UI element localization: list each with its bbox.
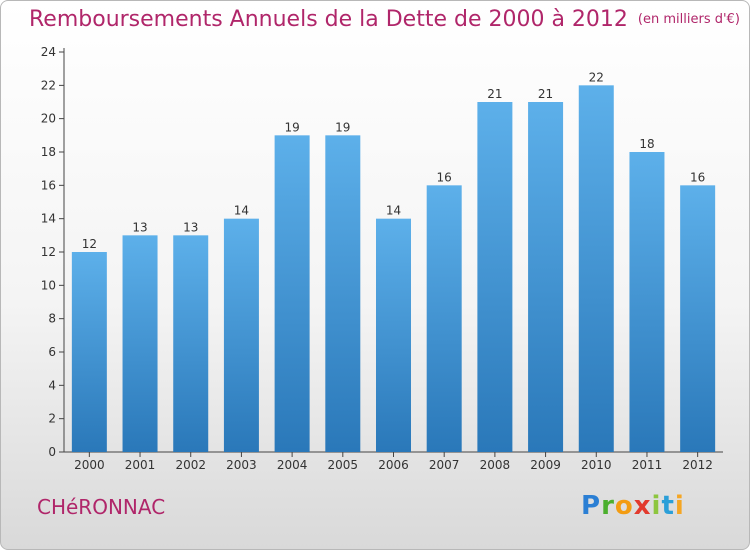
- data-label: 19: [335, 120, 350, 134]
- data-label: 19: [284, 120, 299, 134]
- data-label: 22: [589, 70, 604, 84]
- y-tick-label: 6: [48, 345, 56, 359]
- y-tick-label: 18: [41, 145, 56, 159]
- y-tick-label: 20: [41, 112, 56, 126]
- bar: [680, 185, 716, 453]
- town-name: CHéRONNAC: [37, 495, 166, 519]
- chart-unit: (en milliers d'€): [637, 12, 740, 27]
- proxiti-logo: Proxiti: [581, 491, 685, 521]
- bar: [578, 85, 614, 452]
- bar: [173, 235, 209, 452]
- x-tick-label: 2003: [226, 458, 257, 472]
- x-tick-label: 2011: [632, 458, 663, 472]
- bar: [223, 218, 259, 452]
- y-tick-label: 16: [41, 178, 56, 192]
- bar: [629, 152, 665, 452]
- bar: [528, 102, 564, 452]
- x-tick-label: 2006: [378, 458, 409, 472]
- x-tick-label: 2002: [175, 458, 206, 472]
- data-label: 14: [234, 204, 249, 218]
- data-label: 21: [538, 87, 553, 101]
- data-label: 21: [487, 87, 502, 101]
- data-label: 16: [690, 170, 705, 184]
- y-tick-label: 22: [41, 78, 56, 92]
- bar: [426, 185, 462, 453]
- x-tick-label: 2005: [328, 458, 359, 472]
- data-label: 18: [639, 137, 654, 151]
- x-tick-label: 2008: [480, 458, 511, 472]
- x-tick-label: 2012: [682, 458, 713, 472]
- bar: [325, 135, 361, 453]
- bar: [122, 235, 158, 452]
- y-tick-label: 14: [41, 212, 56, 226]
- data-label: 13: [183, 220, 198, 234]
- bar: [376, 218, 411, 452]
- data-label: 16: [437, 170, 452, 184]
- x-tick-label: 2000: [74, 458, 105, 472]
- x-tick-label: 2004: [277, 458, 308, 472]
- y-tick-label: 0: [48, 445, 56, 459]
- x-tick-label: 2009: [530, 458, 561, 472]
- y-tick-label: 8: [48, 312, 56, 326]
- data-label: 12: [82, 237, 97, 251]
- chart-title-text: Remboursements Annuels de la Dette de 20…: [29, 7, 628, 32]
- x-tick-label: 2007: [429, 458, 460, 472]
- y-tick-label: 4: [48, 378, 56, 392]
- bar: [477, 102, 513, 452]
- data-label: 13: [132, 220, 147, 234]
- y-tick-label: 2: [48, 412, 56, 426]
- bar: [71, 252, 107, 452]
- data-label: 14: [386, 204, 401, 218]
- y-tick-label: 24: [41, 45, 56, 59]
- x-tick-label: 2001: [125, 458, 156, 472]
- chart-title: Remboursements Annuels de la Dette de 20…: [29, 7, 740, 32]
- x-tick-label: 2010: [581, 458, 612, 472]
- y-tick-label: 10: [41, 278, 56, 292]
- y-tick-label: 12: [41, 245, 56, 259]
- bar: [274, 135, 310, 453]
